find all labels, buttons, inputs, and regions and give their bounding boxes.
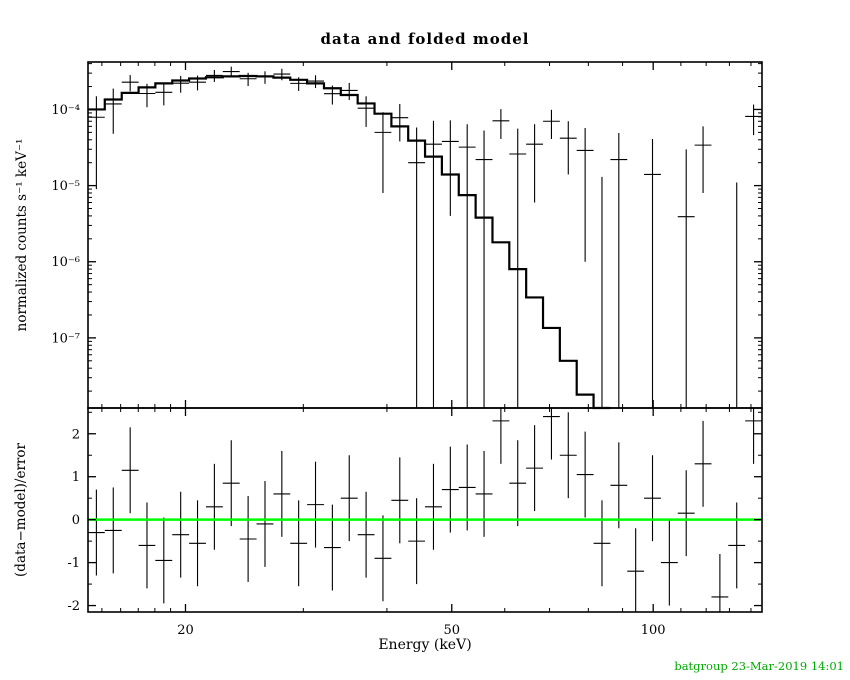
svg-text:-2: -2: [67, 599, 80, 614]
timestamp: batgroup 23-Mar-2019 14:01: [674, 659, 844, 673]
x-axis-label: Energy (keV): [378, 637, 472, 653]
svg-text:1: 1: [72, 470, 80, 485]
svg-text:10⁻⁷: 10⁻⁷: [51, 331, 80, 346]
svg-text:2: 2: [72, 427, 80, 442]
svg-text:100: 100: [641, 623, 666, 638]
svg-text:10⁻⁵: 10⁻⁵: [51, 179, 80, 194]
svg-text:10⁻⁴: 10⁻⁴: [51, 103, 80, 118]
svg-text:-1: -1: [67, 556, 80, 571]
svg-text:0: 0: [72, 513, 80, 528]
svg-text:20: 20: [177, 623, 194, 638]
plot-title: data and folded model: [320, 30, 530, 48]
svg-text:50: 50: [443, 623, 460, 638]
svg-text:10⁻⁶: 10⁻⁶: [51, 255, 80, 270]
